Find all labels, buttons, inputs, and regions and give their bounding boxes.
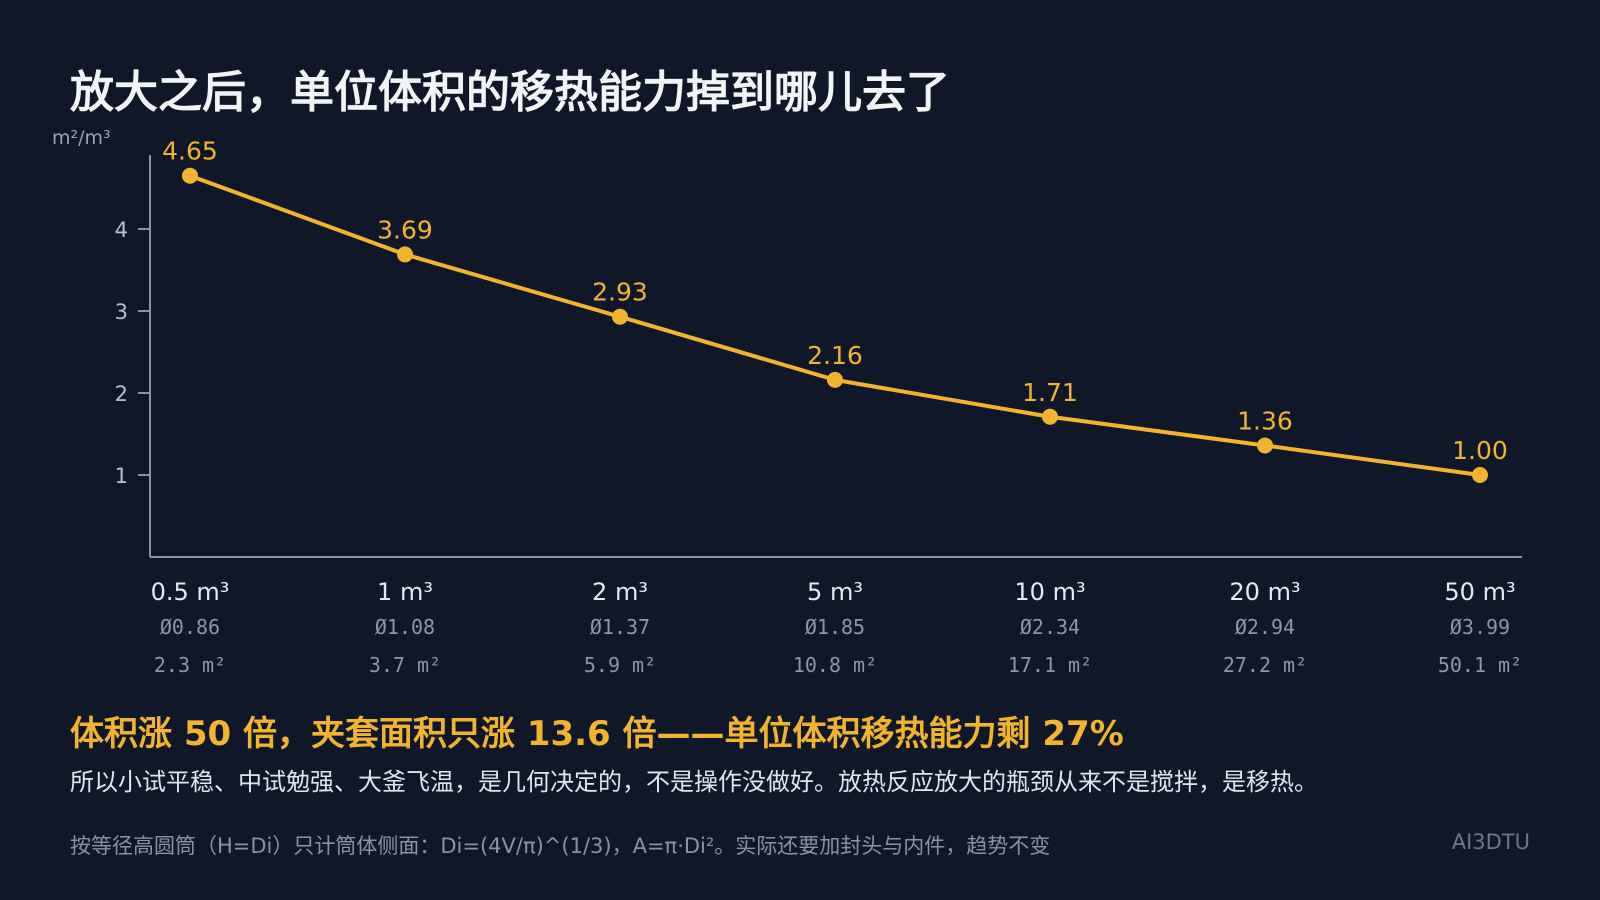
x-category-volume: 5 m³	[807, 578, 863, 606]
body-text: 所以小试平稳、中试勉强、大釜飞温，是几何决定的，不是操作没做好。放热反应放大的瓶…	[70, 768, 1318, 796]
data-label: 2.16	[807, 341, 863, 370]
headline: 体积涨 50 倍，夹套面积只涨 13.6 倍——单位体积移热能力剩 27%	[70, 714, 1124, 754]
y-unit-label: m²/m³	[52, 127, 111, 149]
data-point	[397, 246, 413, 263]
x-category-volume: 50 m³	[1444, 578, 1515, 606]
x-category-area: 17.1 m²	[1008, 653, 1092, 677]
data-label: 1.00	[1452, 436, 1508, 465]
x-category-area: 50.1 m²	[1438, 653, 1522, 677]
y-tick-label: 2	[115, 382, 128, 406]
data-label: 2.93	[592, 278, 648, 307]
x-category-area: 10.8 m²	[793, 653, 877, 677]
x-category-area: 5.9 m²	[584, 653, 656, 677]
x-category-area: 2.3 m²	[154, 653, 226, 677]
data-point	[1257, 437, 1273, 454]
x-category-area: 3.7 m²	[369, 653, 441, 677]
x-category-volume: 20 m³	[1229, 578, 1300, 606]
y-tick-label: 4	[115, 218, 128, 242]
x-category-volume: 10 m³	[1014, 578, 1085, 606]
x-category-diameter: Ø1.08	[375, 615, 435, 639]
x-category-diameter: Ø2.94	[1235, 615, 1295, 639]
data-point	[827, 371, 843, 388]
data-point	[182, 167, 198, 184]
x-category-volume: 1 m³	[377, 578, 433, 606]
x-category-area: 27.2 m²	[1223, 653, 1307, 677]
data-point	[1042, 408, 1058, 425]
data-label: 1.36	[1237, 406, 1293, 435]
data-point	[612, 308, 628, 325]
x-category-volume: 0.5 m³	[151, 578, 230, 606]
data-label: 3.69	[377, 215, 433, 244]
x-category-diameter: Ø1.85	[805, 615, 865, 639]
x-category-diameter: Ø2.34	[1020, 615, 1080, 639]
y-tick-label: 1	[115, 464, 128, 488]
x-category-diameter: Ø1.37	[590, 615, 650, 639]
y-tick-label: 3	[115, 300, 128, 324]
data-label: 1.71	[1022, 378, 1078, 407]
data-label: 4.65	[162, 137, 218, 166]
x-category-volume: 2 m³	[592, 578, 648, 606]
x-category-diameter: Ø0.86	[160, 615, 220, 639]
data-point	[1472, 467, 1488, 483]
page-title: 放大之后，单位体积的移热能力掉到哪儿去了	[70, 67, 950, 118]
x-category-diameter: Ø3.99	[1450, 615, 1510, 639]
footnote: 按等径高圆筒（H=Di）只计筒体侧面：Di=(4V/π)^(1/3)，A=π·D…	[70, 834, 1051, 858]
brand-mark: AI3DTU	[1451, 830, 1530, 854]
